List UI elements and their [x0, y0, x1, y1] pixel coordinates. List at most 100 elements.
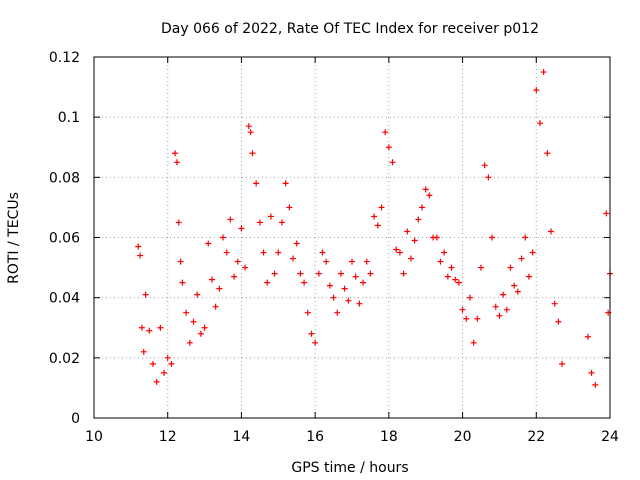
data-point — [371, 213, 378, 220]
data-point — [455, 279, 462, 286]
data-point — [540, 69, 547, 76]
y-tick-label: 0.12 — [49, 50, 80, 66]
data-point — [481, 162, 488, 169]
data-point — [293, 240, 300, 247]
data-point — [153, 378, 160, 385]
data-point — [201, 324, 208, 331]
data-point — [197, 330, 204, 337]
data-point — [247, 129, 254, 136]
data-point — [426, 192, 433, 199]
data-point — [422, 186, 429, 193]
data-point — [253, 180, 260, 187]
data-point — [363, 258, 370, 265]
data-point — [536, 120, 543, 127]
data-point — [161, 369, 168, 376]
data-point — [301, 279, 308, 286]
y-axis-label: ROTI / TECUs — [6, 192, 22, 284]
data-point — [470, 339, 477, 346]
data-point — [378, 204, 385, 211]
data-point — [242, 264, 249, 271]
x-tick-label: 18 — [380, 429, 398, 445]
data-point — [286, 204, 293, 211]
data-point — [544, 150, 551, 157]
data-point — [584, 333, 591, 340]
data-point — [323, 258, 330, 265]
data-point — [603, 210, 610, 217]
data-point — [411, 237, 418, 244]
data-point — [205, 240, 212, 247]
data-point — [514, 288, 521, 295]
data-point — [140, 348, 147, 355]
data-point — [264, 279, 271, 286]
data-point — [415, 216, 422, 223]
data-point — [220, 234, 226, 241]
data-point — [308, 330, 315, 337]
data-point — [437, 258, 444, 265]
data-point — [529, 249, 536, 256]
data-point — [337, 270, 344, 277]
data-point — [149, 360, 156, 367]
data-point — [341, 285, 348, 292]
data-point — [282, 180, 289, 187]
y-tick-label: 0.04 — [49, 291, 80, 307]
x-axis-label: GPS time / hours — [291, 460, 408, 476]
axis-ticks: 10 12 14 16 18 20 22 24 0 0.02 0.04 0.06 0.08 0.1 0.12 — [49, 50, 619, 445]
data-point — [474, 315, 481, 322]
data-point — [452, 276, 459, 283]
data-point — [157, 324, 164, 331]
data-point — [433, 234, 440, 241]
data-point — [135, 243, 142, 250]
data-point — [478, 264, 484, 271]
data-point — [448, 264, 455, 271]
data-point — [518, 255, 525, 262]
y-tick-label: 0.1 — [58, 110, 80, 126]
data-point — [548, 228, 555, 235]
data-point — [525, 273, 532, 280]
data-point — [459, 306, 466, 313]
x-tick-label: 16 — [306, 429, 324, 445]
data-point — [271, 270, 278, 277]
data-point — [256, 219, 263, 226]
data-point — [223, 249, 230, 256]
data-point — [522, 234, 529, 241]
data-point — [555, 318, 562, 325]
data-point — [396, 249, 403, 256]
data-point — [389, 159, 396, 166]
data-point — [234, 258, 241, 265]
data-point — [183, 309, 190, 316]
data-point — [231, 273, 238, 280]
data-point — [345, 297, 352, 304]
data-point — [492, 303, 499, 310]
data-point — [360, 279, 367, 286]
data-point — [179, 279, 186, 286]
data-point — [177, 258, 184, 265]
data-point — [466, 294, 473, 301]
data-point — [407, 255, 414, 262]
data-point — [511, 282, 518, 289]
data-point — [227, 216, 234, 223]
data-points — [135, 69, 613, 388]
data-point — [349, 258, 355, 265]
data-point — [489, 234, 496, 241]
data-point — [267, 213, 274, 220]
data-point — [245, 123, 252, 130]
data-point — [164, 354, 171, 361]
data-point — [352, 273, 359, 280]
x-tick-label: 24 — [601, 429, 619, 445]
x-tick-label: 10 — [85, 429, 103, 445]
data-point — [137, 252, 144, 259]
data-point — [500, 291, 507, 298]
data-point — [146, 327, 153, 334]
data-point — [419, 204, 426, 211]
data-point — [385, 144, 392, 151]
data-point — [249, 150, 256, 157]
x-tick-label: 20 — [454, 429, 472, 445]
data-point — [212, 303, 219, 310]
data-point — [533, 87, 540, 94]
data-point — [319, 249, 326, 256]
y-tick-label: 0 — [71, 411, 80, 427]
data-point — [356, 300, 363, 307]
data-point — [138, 324, 145, 331]
data-point — [444, 273, 451, 280]
